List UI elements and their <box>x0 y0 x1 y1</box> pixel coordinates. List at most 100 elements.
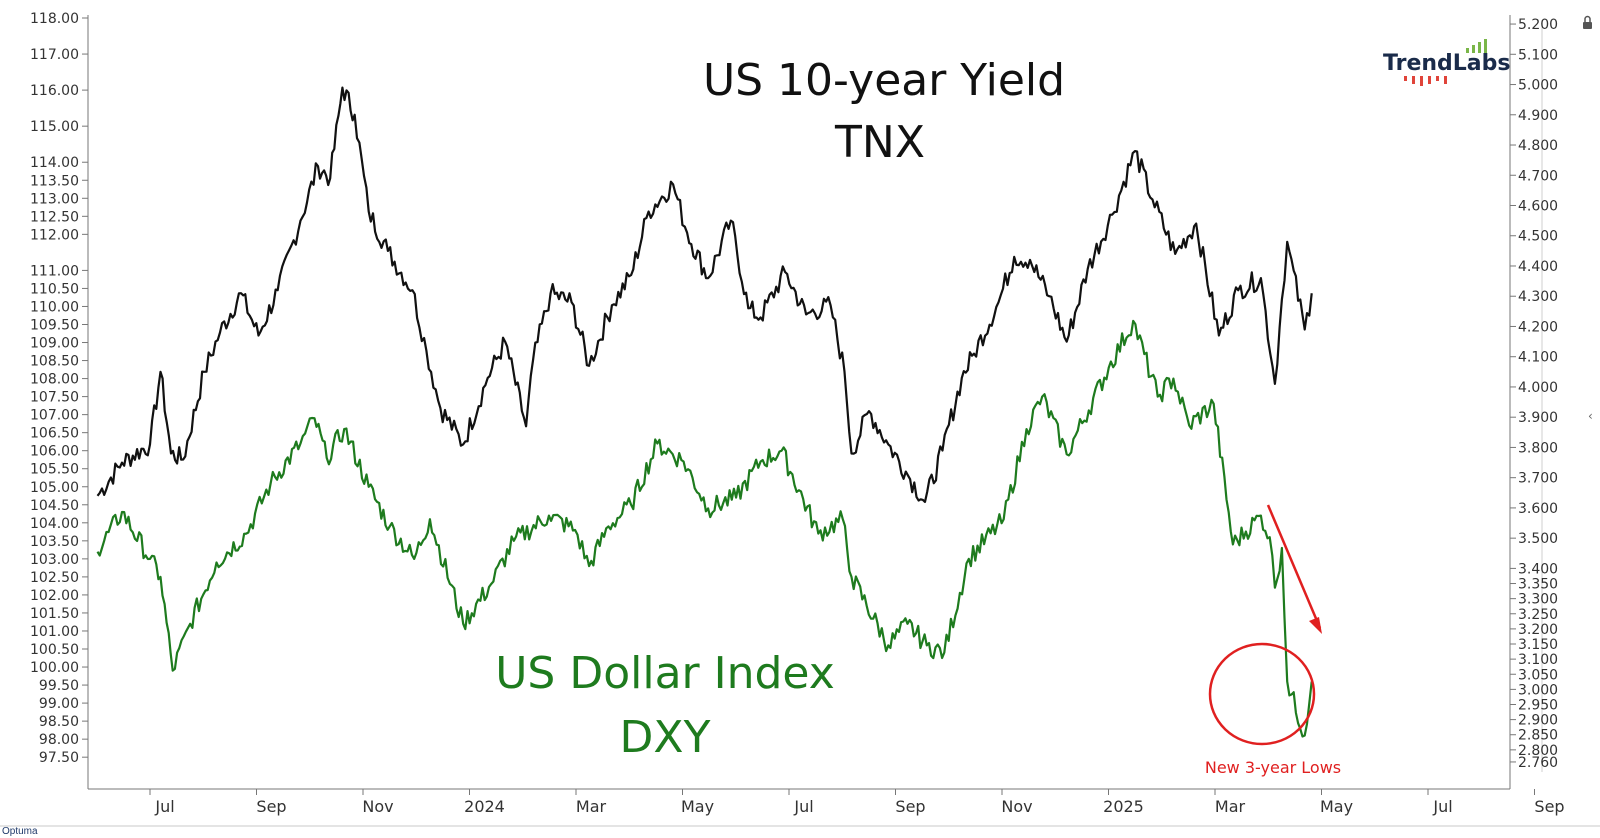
right-tick-label: 3.050 <box>1518 667 1558 683</box>
right-tick-label: 4.100 <box>1518 350 1558 366</box>
left-tick-label: 104.00 <box>30 516 79 532</box>
right-tick-label: 2.760 <box>1518 755 1558 771</box>
lock-icon[interactable] <box>1583 15 1592 30</box>
dxy-subtitle: DXY <box>620 712 711 763</box>
right-tick-label: 2.950 <box>1518 697 1558 713</box>
lows-annotation-label: New 3-year Lows <box>1205 758 1341 777</box>
right-tick-label: 3.250 <box>1518 607 1558 623</box>
logo-bar <box>1436 76 1439 81</box>
downtrend-arrow-shaft <box>1266 504 1322 629</box>
left-tick-label: 98.00 <box>39 732 79 748</box>
right-tick-label: 3.200 <box>1518 622 1558 638</box>
logo-bar <box>1472 45 1475 53</box>
x-tick-label: Mar <box>1215 797 1246 816</box>
x-tick-label: Jul <box>154 797 174 816</box>
left-tick-label: 102.50 <box>30 570 79 586</box>
x-tick-label: Nov <box>1001 797 1032 816</box>
logo-bar <box>1484 39 1487 53</box>
logo-bar <box>1404 76 1407 81</box>
right-tick-label: 5.200 <box>1518 17 1558 33</box>
x-tick-label: Sep <box>256 797 286 816</box>
left-tick-label: 115.00 <box>30 119 79 135</box>
left-tick-label: 118.00 <box>30 11 79 27</box>
left-tick-label: 104.50 <box>30 498 79 514</box>
right-tick-label: 4.200 <box>1518 319 1558 335</box>
x-tick-label: Jul <box>793 797 813 816</box>
right-tick-label: 4.600 <box>1518 199 1558 215</box>
left-tick-label: 105.50 <box>30 462 79 478</box>
x-tick-label: 2024 <box>464 797 505 816</box>
right-tick-label: 3.000 <box>1518 682 1558 698</box>
right-tick-label: 3.150 <box>1518 637 1558 653</box>
left-tick-label: 108.00 <box>30 372 79 388</box>
right-tick-label: 2.850 <box>1518 728 1558 744</box>
logo-bar <box>1428 76 1431 84</box>
left-tick-label: 105.00 <box>30 480 79 496</box>
right-tick-label: 3.900 <box>1518 410 1558 426</box>
dxy-line <box>96 319 1313 738</box>
right-tick-label: 4.900 <box>1518 108 1558 124</box>
left-tick-label: 112.00 <box>30 227 79 243</box>
right-tick-label: 2.800 <box>1518 743 1558 759</box>
left-tick-label: 113.00 <box>30 191 79 207</box>
x-tick-label: Sep <box>895 797 925 816</box>
left-tick-label: 100.00 <box>30 660 79 676</box>
right-tick-label: 3.100 <box>1518 652 1558 668</box>
downtrend-arrow-head <box>1309 617 1322 634</box>
x-axis-ticks: Jul Sep Nov 2024 Mar May Jul Sep Nov 2025 Mar May Ju… <box>149 789 1565 816</box>
left-tick-label: 107.00 <box>30 408 79 424</box>
left-tick-label: 108.50 <box>30 354 79 370</box>
series-layer <box>96 86 1313 738</box>
right-tick-label: 4.000 <box>1518 380 1558 396</box>
left-tick-label: 106.50 <box>30 426 79 442</box>
left-tick-label: 117.00 <box>30 47 79 63</box>
logo-bar <box>1466 48 1469 53</box>
left-tick-label: 106.00 <box>30 444 79 460</box>
left-tick-label: 101.50 <box>30 606 79 622</box>
tnx-line <box>96 86 1313 503</box>
x-tick-label: Mar <box>576 797 607 816</box>
left-tick-label: 114.00 <box>30 155 79 171</box>
left-tick-label: 110.00 <box>30 299 79 315</box>
trendlabs-logo: TrendLabs <box>1383 39 1510 86</box>
logo-bar <box>1478 42 1481 53</box>
optuma-footer-logo: Optuma <box>2 826 38 837</box>
left-tick-label: 109.00 <box>30 336 79 352</box>
left-tick-label: 98.50 <box>39 714 79 730</box>
right-tick-label: 4.400 <box>1518 259 1558 275</box>
tnx-subtitle: TNX <box>834 117 925 168</box>
left-tick-label: 99.00 <box>39 696 79 712</box>
tnx-title: US 10-year Yield <box>703 55 1065 106</box>
x-tick-label: May <box>1320 797 1353 816</box>
left-tick-label: 111.00 <box>30 263 79 279</box>
left-tick-label: 112.50 <box>30 209 79 225</box>
dxy-title: US Dollar Index <box>495 648 835 699</box>
x-tick-label: Sep <box>1534 797 1564 816</box>
left-tick-label: 116.00 <box>30 83 79 99</box>
right-tick-label: 3.500 <box>1518 531 1558 547</box>
right-tick-label: 3.350 <box>1518 577 1558 593</box>
right-tick-label: 5.000 <box>1518 78 1558 94</box>
right-tick-label: 4.700 <box>1518 168 1558 184</box>
logo-bar <box>1420 76 1423 86</box>
right-tick-label: 4.300 <box>1518 289 1558 305</box>
right-tick-label: 4.800 <box>1518 138 1558 154</box>
logo-bar <box>1444 76 1447 84</box>
left-tick-label: 101.00 <box>30 624 79 640</box>
x-tick-label: 2025 <box>1103 797 1144 816</box>
x-tick-label: Jul <box>1432 797 1452 816</box>
right-tick-label: 3.800 <box>1518 440 1558 456</box>
x-tick-label: Nov <box>362 797 393 816</box>
left-tick-label: 99.50 <box>39 678 79 694</box>
collapse-chevron-icon[interactable]: ‹ <box>1588 409 1593 423</box>
left-tick-label: 113.50 <box>30 173 79 189</box>
right-tick-label: 3.300 <box>1518 592 1558 608</box>
logo-bar <box>1412 76 1415 84</box>
left-tick-label: 110.50 <box>30 281 79 297</box>
lows-highlight-circle <box>1208 642 1316 746</box>
right-tick-label: 3.400 <box>1518 561 1558 577</box>
right-tick-label: 3.700 <box>1518 471 1558 487</box>
x-tick-label: May <box>681 797 714 816</box>
